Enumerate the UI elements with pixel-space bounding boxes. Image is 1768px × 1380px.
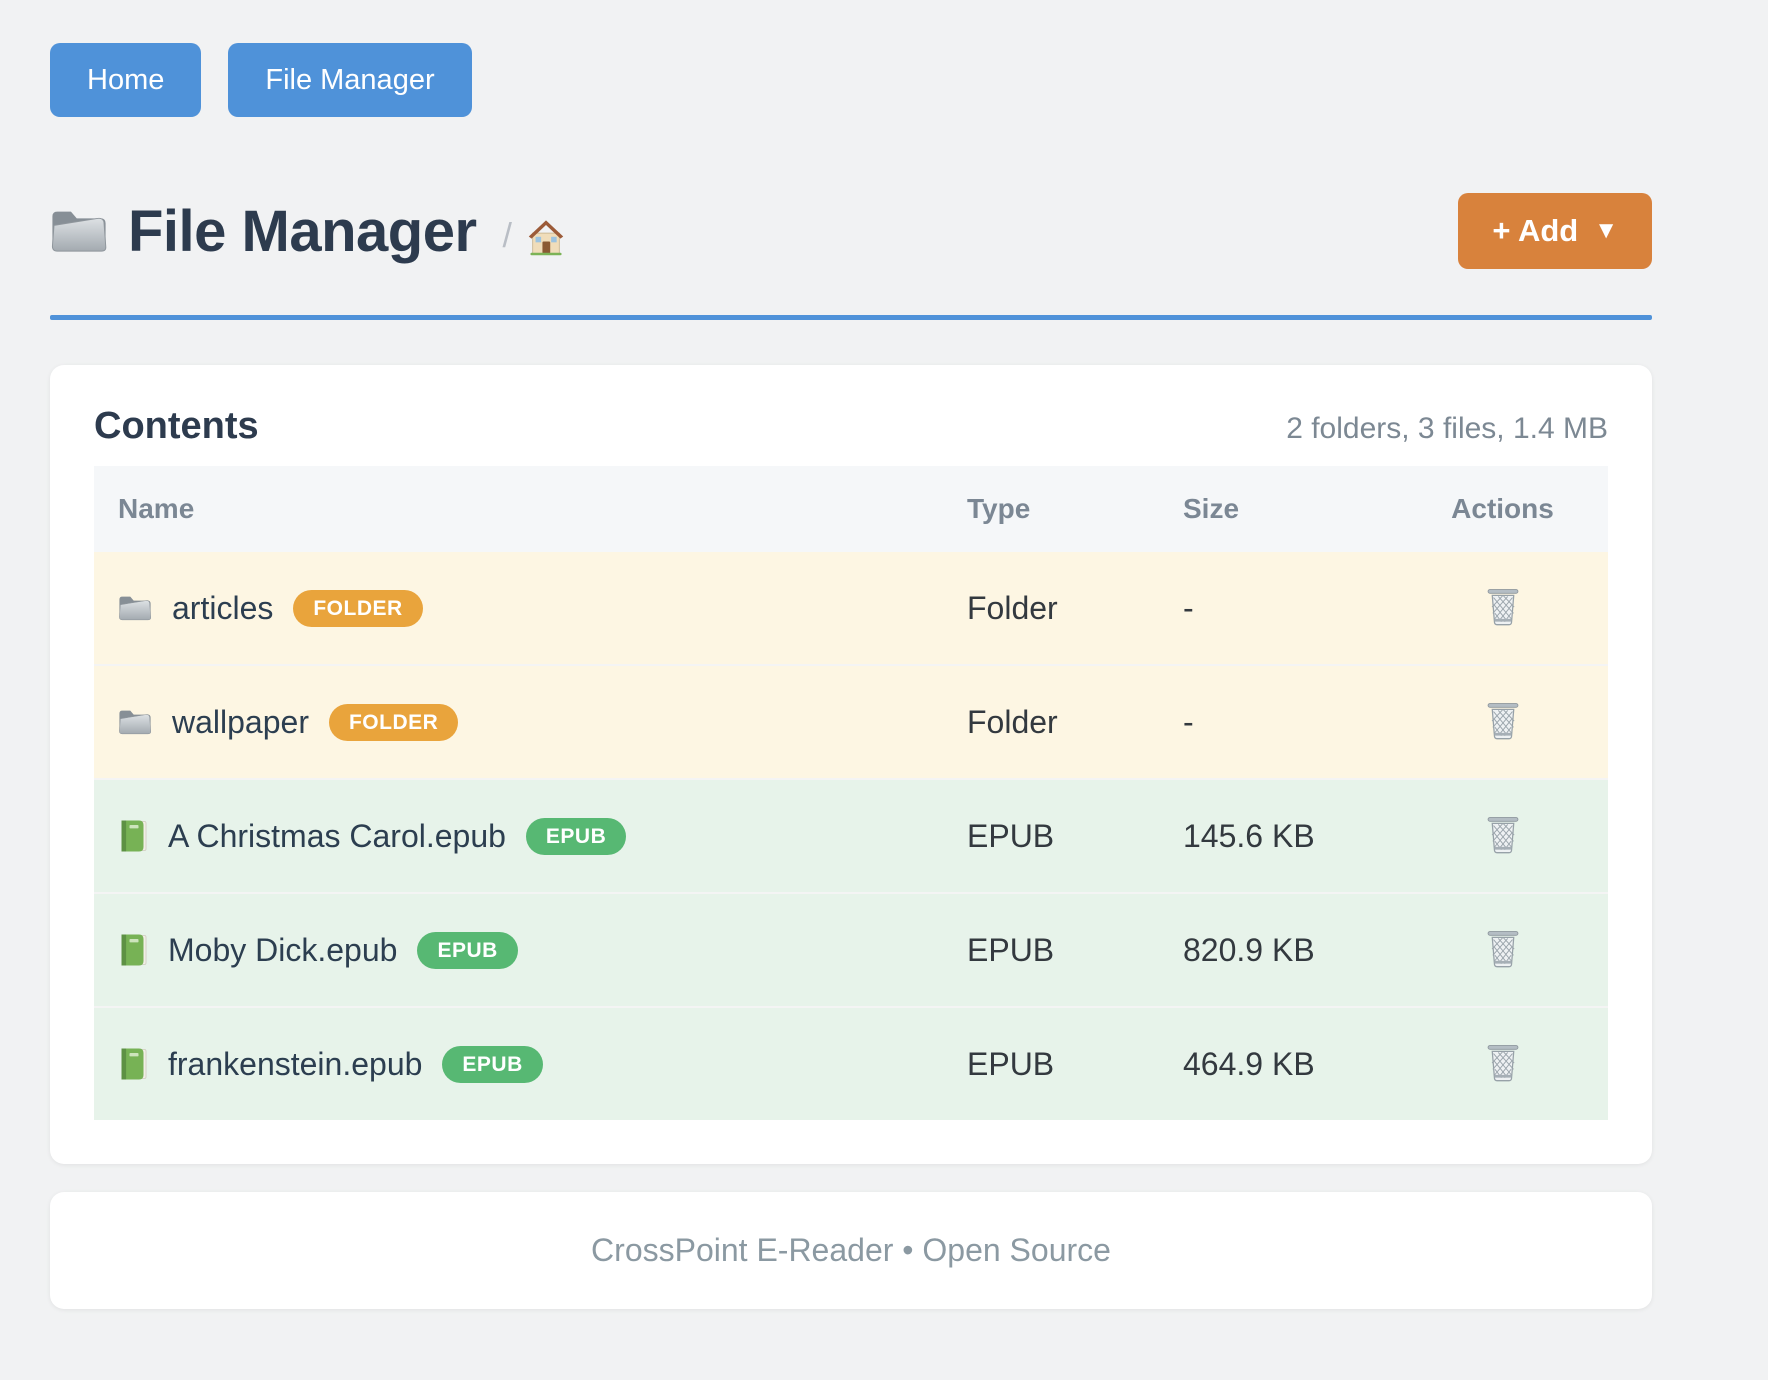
page-title: File Manager [128,198,477,264]
green-book-icon [118,1047,148,1081]
epub-badge: EPUB [417,931,518,969]
add-button[interactable]: + Add ▼ [1458,193,1652,269]
delete-button[interactable] [1479,923,1527,975]
file-table: Name Type Size Actions articles FOLDER F… [94,466,1608,1120]
page: Home File Manager File Manager / + Add ▼… [50,0,1652,1309]
file-size: 464.9 KB [1183,1045,1315,1082]
trash-icon [1485,587,1521,627]
breadcrumb-separator: / [502,216,512,255]
footer-text: CrossPoint E-Reader • Open Source [591,1232,1111,1268]
trash-icon [1485,815,1521,855]
contents-title: Contents [94,405,259,447]
trash-icon [1485,701,1521,741]
add-button-label: + Add [1492,213,1579,248]
trash-icon [1485,1043,1521,1083]
delete-button[interactable] [1479,1037,1527,1089]
trash-icon [1485,929,1521,969]
table-row: wallpaper FOLDER Folder - [94,664,1608,778]
column-header-name: Name [118,493,195,524]
contents-summary: 2 folders, 3 files, 1.4 MB [1286,412,1608,445]
delete-button[interactable] [1479,581,1527,633]
epub-badge: EPUB [525,817,627,855]
file-size: 145.6 KB [1183,817,1315,854]
table-row: frankenstein.epub EPUB EPUB 464.9 KB [94,1006,1608,1120]
green-book-icon [118,933,148,967]
green-book-icon [118,819,148,853]
file-size: - [1183,589,1194,626]
header-divider [50,315,1652,320]
file-size: 820.9 KB [1183,931,1315,968]
epub-badge: EPUB [442,1045,543,1083]
table-row: A Christmas Carol.epub EPUB EPUB 145.6 K… [94,778,1608,892]
file-type: EPUB [967,817,1055,854]
file-name-link[interactable]: A Christmas Carol.epub [168,817,506,854]
file-type: EPUB [967,931,1055,968]
table-row: Moby Dick.epub EPUB EPUB 820.9 KB [94,892,1608,1006]
file-type: Folder [967,589,1058,626]
column-header-size: Size [1183,493,1240,524]
contents-card: Contents 2 folders, 3 files, 1.4 MB Name… [50,365,1652,1164]
contents-card-header: Contents 2 folders, 3 files, 1.4 MB [94,405,1608,448]
title-group: File Manager / [50,198,566,265]
delete-button[interactable] [1479,809,1527,861]
column-header-actions: Actions [1451,493,1554,524]
page-header: File Manager / + Add ▼ [50,193,1652,269]
caret-down-icon: ▼ [1594,217,1618,244]
folder-icon [118,707,152,737]
home-icon[interactable] [526,218,566,256]
column-header-type: Type [967,493,1031,524]
folder-badge: FOLDER [293,589,423,627]
folder-icon [118,593,152,623]
file-name-link[interactable]: articles [172,589,274,626]
nav-file-manager-button[interactable]: File Manager [228,43,472,117]
file-name-link[interactable]: wallpaper [172,703,309,740]
file-type: EPUB [967,1045,1055,1082]
footer: CrossPoint E-Reader • Open Source [50,1192,1652,1309]
file-type: Folder [967,703,1058,740]
file-name-link[interactable]: Moby Dick.epub [168,931,398,968]
table-row: articles FOLDER Folder - [94,552,1608,664]
top-nav: Home File Manager [50,0,1652,117]
file-size: - [1183,703,1194,740]
folder-icon [50,206,108,256]
delete-button[interactable] [1479,695,1527,747]
folder-badge: FOLDER [328,703,459,741]
file-name-link[interactable]: frankenstein.epub [168,1045,423,1082]
table-header-row: Name Type Size Actions [94,466,1608,552]
nav-home-button[interactable]: Home [50,43,202,117]
